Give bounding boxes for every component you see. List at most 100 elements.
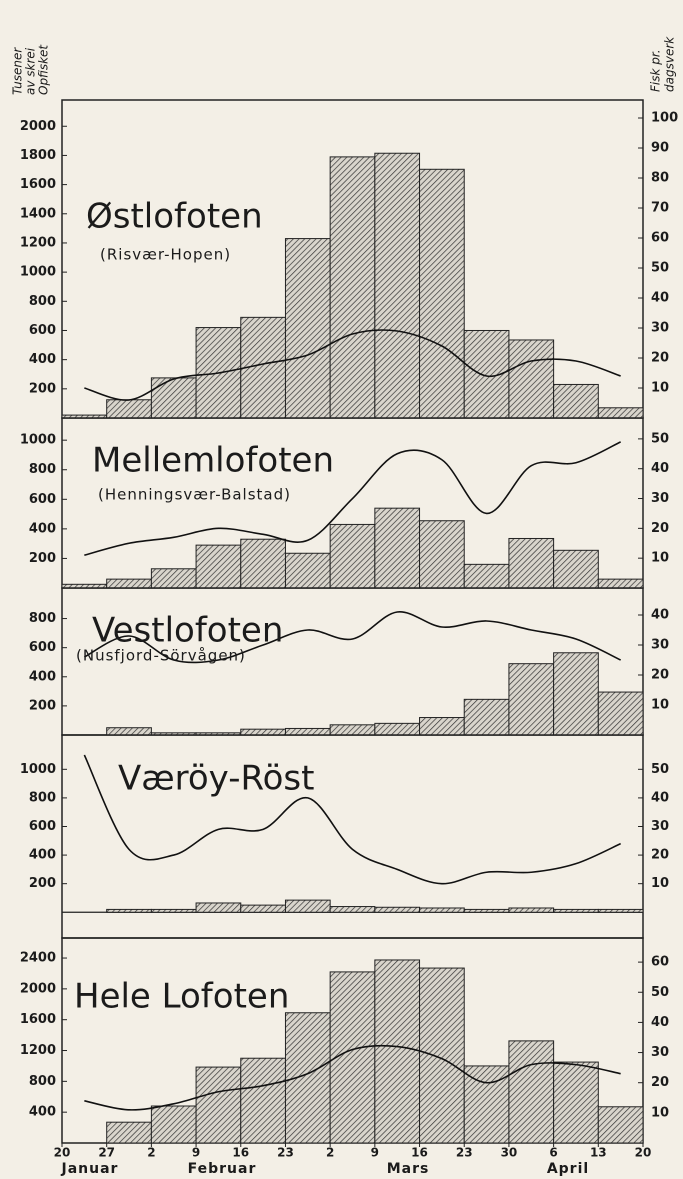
x-tick-label: 2 [147,1146,155,1160]
y2-tick-label: 90 [651,141,669,156]
bar [419,907,465,913]
y-tick-label: 2000 [20,119,56,134]
y2-tick-label: 80 [651,171,669,186]
y2-tick-label: 20 [651,848,669,863]
catch-per-day-line [84,1044,621,1111]
y-axis-label-line: Opfisket [37,44,51,95]
x-tick-label: 23 [277,1146,294,1160]
bar [284,727,331,736]
bar [508,907,555,913]
y2-tick-label: 10 [651,381,669,396]
y-tick-label: 1000 [20,433,56,448]
bar [106,1121,152,1144]
x-tick-label: 13 [590,1146,607,1160]
x-tick-label: 6 [549,1146,557,1160]
y-tick-label: 600 [29,492,56,507]
panel-title: Mellemlofoten [92,441,334,481]
y-tick-label: 1400 [20,206,56,221]
month-label: Februar [188,1161,257,1177]
panel-subtitle: (Risvær-Hopen) [100,246,231,264]
y-tick-label: 600 [29,323,56,338]
bar [106,727,152,736]
bar [240,728,286,736]
bar [284,552,331,589]
y2-tick-label: 40 [651,291,669,306]
bar [106,399,152,419]
y-tick-label: 400 [29,669,56,684]
y2-tick-label: 20 [651,351,669,366]
bar [553,908,599,913]
bar [508,663,555,736]
x-tick-label: 2 [326,1146,334,1160]
y2-tick-label: 40 [651,461,669,476]
y2-tick-label: 30 [651,321,669,336]
y2-tick-label: 20 [651,1075,669,1090]
x-tick-label: 20 [635,1146,652,1160]
bar [150,568,197,589]
bar [374,507,421,589]
catch-per-day-line [83,754,621,885]
panel-subtitle: (Nusfjord-Sörvågen) [76,647,246,665]
bar [195,544,242,589]
x-tick-label: 20 [54,1146,71,1160]
bar [597,691,644,736]
y2-tick-label: 40 [651,790,669,805]
y-tick-label: 200 [29,698,56,713]
bar [463,563,510,589]
bar [553,549,599,589]
y2-tick-label: 10 [651,698,669,713]
y-tick-label: 800 [29,611,56,626]
y-tick-label: 600 [29,640,56,655]
y2-tick-label: 50 [651,431,669,446]
y-tick-label: 200 [29,876,56,891]
catch-per-day-line [83,611,621,664]
y-axis-label-line: Tusener [11,47,25,95]
bar [463,329,510,419]
y2-tick-label: 10 [651,1105,669,1120]
bar [419,717,465,736]
y2-tick-label: 70 [651,201,669,216]
x-tick-label: 9 [192,1146,200,1160]
bar [553,1061,599,1144]
y-tick-label: 1000 [20,762,56,777]
bar [106,578,152,589]
bar [419,967,465,1144]
bar [508,1040,555,1144]
bar [419,520,465,589]
y-tick-label: 1000 [20,265,56,280]
y-tick-label: 1200 [20,235,56,250]
bar [329,906,376,913]
bar [150,908,197,913]
y2-axis-label-line: Fisk pr. [649,49,663,92]
bar [553,383,599,419]
bar [374,722,421,736]
y-axis-label: Tusener av skrei Opfisket [11,44,51,95]
bar [284,1012,331,1144]
y-tick-label: 800 [29,294,56,309]
panel-title: Østlofoten [86,197,263,237]
x-tick-label: 9 [371,1146,379,1160]
month-label: April [547,1161,589,1177]
bar [597,908,644,913]
catch-per-day-line [84,329,621,401]
y2-tick-label: 30 [651,638,669,653]
bar [597,407,644,419]
bar [463,908,510,913]
y-tick-label: 1600 [20,177,56,192]
bar [150,377,197,419]
y2-axis-label-line: dagsverk [663,36,677,92]
y2-tick-label: 30 [651,491,669,506]
y-tick-label: 400 [29,1105,56,1120]
month-label: Januar [61,1161,119,1177]
y-tick-label: 400 [29,521,56,536]
bar [597,1106,644,1144]
bar [329,523,376,589]
y-tick-label: 800 [29,1074,56,1089]
month-label: Mars [387,1161,430,1177]
bar [508,537,555,589]
panel-title: Vestlofoten [92,611,283,651]
y2-axis-label: Fisk pr. dagsverk [649,36,677,92]
bar [106,908,152,913]
y-tick-label: 400 [29,848,56,863]
y2-tick-label: 60 [651,231,669,246]
